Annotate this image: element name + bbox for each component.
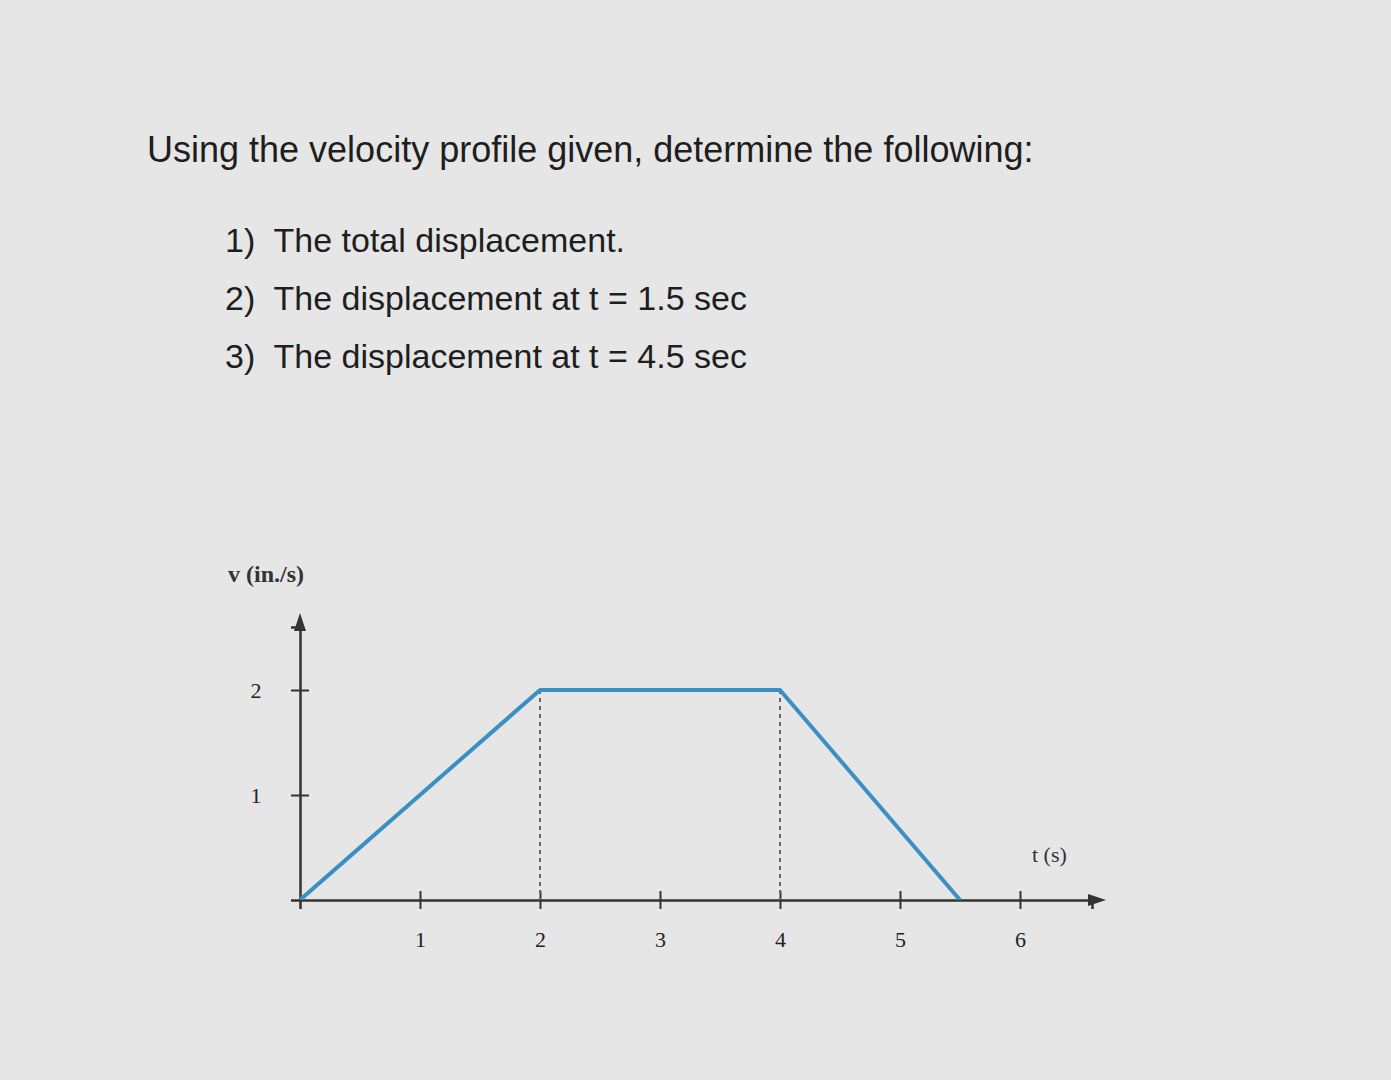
x-tick-label: 5 — [895, 927, 906, 952]
x-tick: 6 — [1015, 891, 1026, 952]
plot-area — [300, 690, 960, 900]
x-tick: 5 — [895, 891, 906, 952]
x-tick-label: 6 — [1015, 927, 1026, 952]
drop-line — [539, 690, 541, 900]
x-tick-mark — [660, 891, 662, 909]
y-axis-line — [291, 628, 301, 901]
y-tick-mark — [291, 690, 309, 692]
annotation: 1) The total displacement. — [225, 221, 625, 259]
title: Using the velocity profile given, determ… — [147, 129, 1033, 170]
x-tick-label: 2 — [535, 927, 546, 952]
velocity-line — [300, 690, 960, 900]
x-tick-mark — [900, 891, 902, 909]
y-tick-label: 2 — [251, 678, 262, 703]
drop-line — [779, 690, 781, 900]
y-axis: 12 — [251, 628, 309, 901]
x-tick: 3 — [655, 891, 666, 952]
x-tick-mark — [1020, 891, 1022, 909]
y-tick: 2 — [251, 678, 309, 703]
x-tick-label: 1 — [415, 927, 426, 952]
x-tick: 2 — [535, 891, 546, 952]
canvas: Using the velocity profile given, determ… — [0, 0, 1391, 1080]
annotation: 3) The displacement at t = 4.5 sec — [225, 337, 747, 375]
y-tick-mark — [291, 795, 309, 797]
x-axis: 1 2 3 4 5 6 — [301, 891, 1093, 952]
y-tick-label: 1 — [251, 783, 262, 808]
background — [0, 0, 1391, 1080]
x-tick: 4 — [775, 891, 786, 952]
x-tick-mark — [420, 891, 422, 909]
x-tick: 1 — [415, 891, 426, 952]
y-tick: 1 — [251, 783, 309, 808]
x-tick-label: 4 — [775, 927, 786, 952]
x-axis-label: t (s) — [1032, 842, 1067, 867]
y-arrow — [294, 613, 306, 631]
x-tick-label: 3 — [655, 927, 666, 952]
annotation: 2) The displacement at t = 1.5 sec — [225, 279, 747, 317]
x-axis-line — [301, 901, 1093, 910]
x-arrow — [1088, 894, 1106, 906]
y-axis-label: v (in./s) — [228, 561, 304, 587]
